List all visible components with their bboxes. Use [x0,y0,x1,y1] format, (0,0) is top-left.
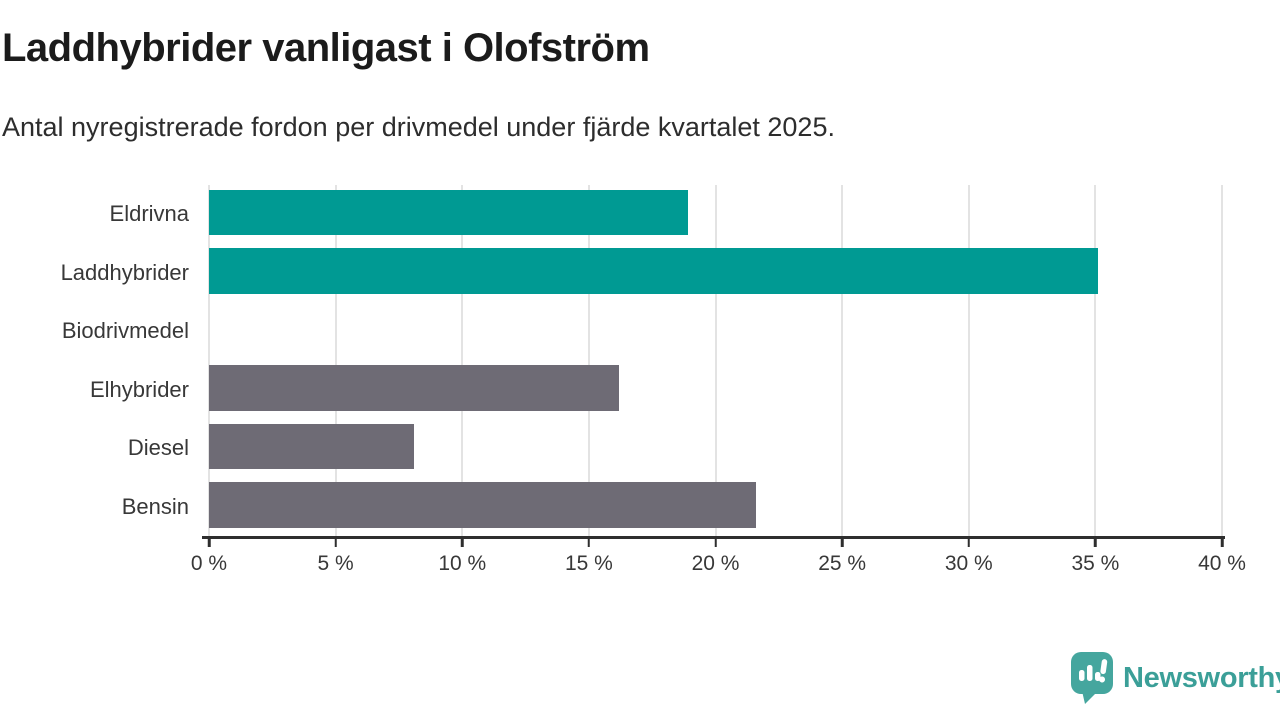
axis-tick [1220,539,1224,547]
axis-tick [967,539,970,547]
category-label: Laddhybrider [60,259,189,285]
axis-tick [587,539,591,547]
gridline [841,185,844,536]
category-label: Elhybrider [89,376,189,402]
category-label: Eldrivna [109,201,189,227]
newsworthy-logo: Newsworthy [1070,651,1280,705]
newsworthy-logo-icon [1071,652,1113,704]
plot-area: 0 % 5 % 10 % 15 % 20 % 25 % 30 % 35 % 40 % Eldriv… [61,185,1246,575]
x-tick-label: 25 % [818,552,867,575]
gridline [1221,185,1223,536]
bar-eldrivna [209,189,688,235]
bar-diesel [209,423,415,469]
chart-title: Laddhybrider vanligast i Olofström [2,26,650,70]
x-tick-label: 20 % [691,552,740,575]
category-label: Diesel [127,435,189,461]
gridline [461,185,464,536]
axis-tick [1094,539,1097,547]
chart-subtitle: Antal nyregistrerade fordon per drivmede… [2,112,835,142]
gridline [208,185,210,536]
gridline [1094,185,1097,536]
gridline [587,185,590,536]
x-tick-label: 40 % [1198,552,1246,575]
axis-tick [461,539,464,547]
x-axis-line [202,536,1225,539]
newsworthy-logo-text: Newsworthy [1123,661,1280,694]
x-tick-label: 15 % [564,552,613,575]
bar-elhybrider [209,365,620,411]
category-label: Bensin [121,493,189,519]
x-tick-label: 30 % [944,552,993,575]
axis-tick [334,539,337,547]
gridline [334,185,337,536]
category-label: Biodrivmedel [61,318,189,344]
axis-tick [714,539,717,547]
x-tick-label: 5 % [317,552,354,575]
x-tick-label: 10 % [438,552,487,575]
x-tick-label: 0 % [190,552,228,575]
axis-tick [840,539,844,547]
gridline [967,185,970,536]
axis-tick [207,539,211,547]
bar-bensin [209,482,757,528]
bar-laddhybrider [209,248,1098,294]
x-tick-label: 35 % [1071,552,1120,575]
gridline [714,185,717,536]
